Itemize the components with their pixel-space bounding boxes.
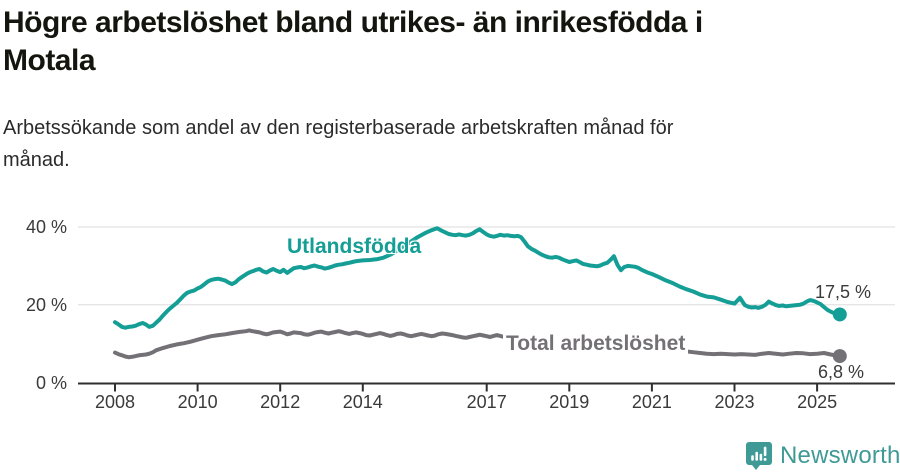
x-axis-label-2012: 2012 — [260, 392, 301, 412]
x-axis-label-2014: 2014 — [342, 392, 383, 412]
series-label-total-arbetsloshet: Total arbetslöshet — [503, 332, 689, 356]
x-axis-label-2010: 2010 — [177, 392, 218, 412]
chart-subtitle-line2: månad. — [3, 149, 70, 171]
bar-chart-speech-bubble-icon — [746, 442, 772, 470]
x-axis-label-2025: 2025 — [797, 392, 838, 412]
end-value-label-total: 6,8 % — [818, 362, 865, 382]
chart-title: Högre arbetslöshet bland utrikes- än inr… — [3, 4, 893, 80]
end-dot-series-1 — [832, 349, 847, 364]
chart-title-line1: Högre arbetslöshet bland utrikes- än inr… — [3, 6, 703, 39]
chart-subtitle: Arbetssökande som andel av den registerb… — [3, 112, 893, 176]
chart-title-line2: Motala — [3, 44, 96, 77]
x-axis-label-2023: 2023 — [714, 392, 755, 412]
series-label-utlandsfodda: Utlandsfödda — [287, 235, 422, 258]
end-value-label-utlandsfodda: 17,5 % — [815, 282, 872, 302]
x-axis-label-2008: 2008 — [94, 392, 136, 412]
y-axis-label-20: 20 % — [25, 294, 67, 315]
newsworthy-logo-text: Newsworthy — [780, 442, 900, 469]
x-axis-label-2021: 2021 — [631, 392, 672, 412]
newsworthy-logo[interactable]: Newsworthy — [745, 441, 900, 471]
end-dot-series-0 — [832, 307, 847, 322]
line-series-0 — [113, 226, 842, 330]
line-series-1 — [113, 328, 842, 360]
x-axis-label-2017: 2017 — [466, 392, 507, 412]
y-axis-label-0: 0 % — [35, 372, 67, 393]
chart-subtitle-line1: Arbetssökande som andel av den registerb… — [3, 117, 674, 139]
y-axis-label-40: 40 % — [25, 217, 67, 237]
x-axis-label-2019: 2019 — [549, 392, 590, 412]
